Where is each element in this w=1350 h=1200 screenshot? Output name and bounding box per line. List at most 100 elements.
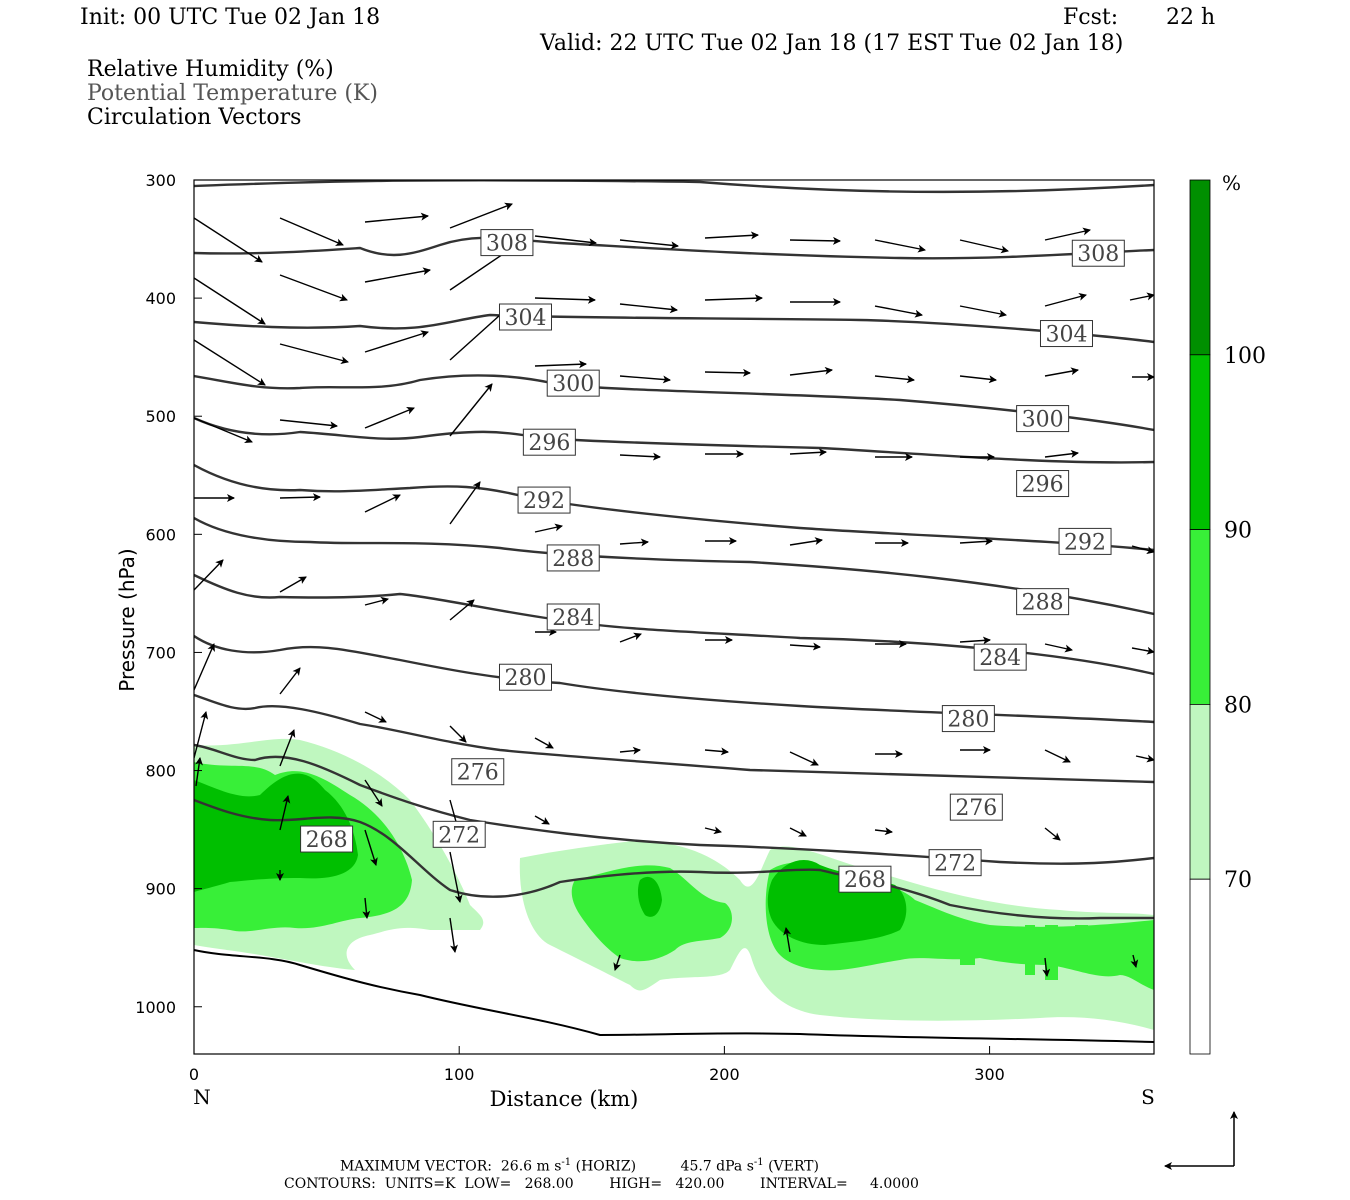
x-tick-label: 300 — [974, 1065, 1005, 1084]
isentrope-label-box — [973, 643, 1027, 671]
vector-arrow — [613, 954, 622, 971]
vector-arrow — [194, 417, 253, 444]
vector-arrow — [783, 927, 792, 953]
vector-arrow — [959, 537, 993, 546]
isentrope-label: 284 — [979, 646, 1021, 671]
reference-vector-key — [1164, 1111, 1238, 1170]
vector-arrow — [449, 851, 463, 903]
vector-arrow — [279, 667, 301, 695]
vector-arrow — [364, 596, 389, 606]
colorbar-segment — [1189, 179, 1211, 356]
isentrope-label: 296 — [1022, 473, 1064, 498]
circulation-vectors — [194, 202, 1154, 977]
vector-arrow — [874, 239, 926, 253]
colorbar-segment — [1189, 354, 1211, 530]
vector-arrow — [619, 746, 641, 755]
isentrope-280 — [194, 635, 1154, 724]
vector-arrow — [194, 711, 209, 759]
isentrope-label-box — [451, 758, 505, 786]
vector-arrow — [449, 481, 481, 525]
colorbar-segment — [1189, 878, 1211, 1055]
vector-arrow — [449, 599, 475, 621]
isentrope-label: 308 — [486, 232, 528, 257]
vector-arrow — [534, 523, 563, 533]
isentrope-label: 280 — [504, 666, 546, 691]
x-tick-label: 100 — [444, 1065, 475, 1084]
vector-arrow — [534, 295, 596, 304]
isentrope-label-box — [517, 486, 571, 514]
isentrope-label: 276 — [955, 796, 997, 821]
isentrope-label: 268 — [844, 868, 886, 893]
vector-arrow — [704, 747, 729, 756]
vector-arrow — [534, 360, 587, 369]
colorbar-level-label: 90 — [1224, 519, 1252, 544]
vector-arrow — [194, 643, 215, 691]
vector-arrow — [364, 267, 431, 283]
y-tick-label: 1000 — [135, 998, 176, 1017]
isentrope-label: 272 — [934, 852, 976, 877]
y-tick-label: 800 — [145, 762, 176, 781]
isentrope-label-box — [1039, 320, 1093, 348]
x-axis-label: Distance (km) — [490, 1087, 639, 1111]
isentrope-label: 292 — [523, 489, 565, 514]
isentrope-label-box — [941, 705, 995, 733]
isentrope-label-box — [1016, 405, 1070, 433]
isentrope-296 — [194, 416, 1154, 464]
x-tick-label: 200 — [709, 1065, 740, 1084]
isentrope-label: 288 — [1022, 591, 1064, 616]
y-axis-label: Pressure (hPa) — [115, 548, 139, 691]
relative-humidity-field — [194, 738, 1154, 1030]
field-title-rh: Relative Humidity (%) — [87, 57, 334, 82]
vector-arrow — [364, 494, 401, 513]
isentrope-272 — [194, 743, 1154, 865]
vector-arrow — [704, 294, 763, 303]
vector-arrow — [789, 537, 823, 546]
vector-arrow — [279, 795, 291, 831]
isentrope-label-box — [522, 428, 576, 456]
vector-arrow — [874, 827, 893, 836]
vector-arrow — [1131, 545, 1154, 555]
isentrope-292 — [194, 463, 1154, 552]
contours-info: CONTOURS: UNITS=K LOW= 268.00 HIGH= 420.… — [284, 1176, 919, 1192]
vector-arrow — [1042, 957, 1051, 977]
isentrope-label-box — [480, 229, 534, 257]
vector-arrow — [704, 231, 759, 240]
vector-arrow — [279, 343, 349, 365]
axes: 300 400 500 600 700 800 900 1000 0 100 200 300 N S Dis… — [115, 171, 1155, 1111]
field-title-vectors: Circulation Vectors — [87, 105, 302, 130]
vector-arrow — [619, 239, 679, 250]
isentrope-label-box — [498, 663, 552, 691]
vector-arrow — [194, 217, 263, 263]
vector-arrow — [959, 375, 997, 384]
vector-arrow — [619, 303, 678, 314]
isentrope-label: 280 — [947, 708, 989, 733]
vector-arrow — [1044, 827, 1061, 841]
rh-90-region — [194, 773, 358, 892]
vector-arrow — [279, 576, 307, 593]
isentrope-label-box — [546, 603, 600, 631]
vector-arrow — [789, 366, 833, 376]
vector-arrow — [449, 383, 493, 437]
isentrope-label-box — [1071, 239, 1125, 267]
isentrope-label-box — [1016, 470, 1070, 498]
y-tick-label: 600 — [145, 525, 176, 544]
vector-arrow — [704, 826, 722, 835]
isentrope-label: 296 — [528, 431, 570, 456]
field-title-theta: Potential Temperature (K) — [87, 81, 378, 106]
forecast-label: Fcst: — [1063, 5, 1119, 30]
vector-arrow — [534, 815, 550, 825]
isentrope-308-upper — [194, 180, 1154, 194]
vector-arrow — [364, 406, 415, 429]
isentrope-label-box — [1058, 527, 1112, 555]
isentrope-labels: 308 308 304 304 300 300 296 296 292 292 288 288 284 2… — [300, 229, 1125, 893]
isentrope-label-box — [546, 369, 600, 397]
colorbar-segment — [1189, 704, 1211, 880]
vector-arrow — [1044, 367, 1079, 377]
valid-time: Valid: 22 UTC Tue 02 Jan 18 (17 EST Tue … — [540, 31, 1124, 56]
isentrope-label: 304 — [504, 306, 546, 331]
isentrope-label: 300 — [1022, 408, 1064, 433]
forecast-hours: 22 h — [1166, 5, 1216, 30]
isentrope-label-box — [928, 849, 982, 877]
isentrope-label-box — [498, 303, 552, 331]
vector-arrow — [449, 917, 458, 953]
